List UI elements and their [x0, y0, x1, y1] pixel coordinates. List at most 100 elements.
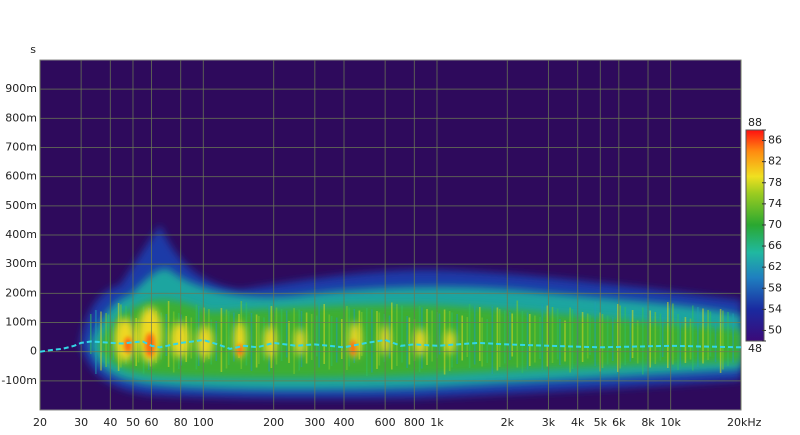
texture-stripe [692, 305, 694, 371]
texture-stripe [473, 305, 476, 365]
texture-stripe [661, 315, 664, 357]
texture-stripe [654, 312, 657, 364]
texture-stripe [589, 315, 591, 355]
texture-stripe [330, 316, 333, 366]
texture-stripe [631, 310, 634, 358]
texture-stripe [516, 300, 519, 368]
texture-stripe [649, 310, 651, 368]
texture-stripe [233, 312, 235, 362]
colorbar-label: 74 [768, 197, 782, 210]
x-tick-label: 60 [144, 416, 158, 429]
y-tick-label: 400m [5, 228, 37, 241]
texture-stripe [408, 317, 411, 365]
texture-stripe [727, 312, 729, 366]
texture-stripe [479, 307, 481, 361]
texture-stripe [112, 316, 115, 360]
texture-stripe [90, 314, 92, 354]
texture-stripe [556, 308, 559, 360]
texture-stripe [714, 322, 717, 362]
colorbar-label: 66 [768, 239, 782, 252]
texture-stripe [581, 312, 584, 362]
x-tick-label: 20kHz [727, 416, 762, 429]
texture-stripe [167, 301, 170, 367]
y-tick-label: 200m [5, 286, 37, 299]
texture-stripe [468, 304, 471, 368]
texture-stripe [667, 302, 669, 368]
texture-stripe [551, 307, 554, 363]
y-tick-label: 500m [5, 199, 37, 212]
x-tick-label: 80 [174, 416, 188, 429]
texture-stripe [709, 311, 712, 357]
texture-stripe [255, 314, 258, 368]
texture-stripe [559, 319, 561, 365]
texture-stripe [366, 308, 368, 376]
texture-stripe [498, 309, 501, 367]
texture-stripe [220, 308, 223, 372]
texture-stripe [677, 314, 679, 370]
colorbar-label: 88 [748, 116, 762, 129]
texture-stripe [328, 314, 331, 370]
texture-stripe [426, 309, 428, 365]
y-tick-label: -100m [1, 374, 37, 387]
spectrogram-image [80, 225, 741, 399]
texture-stripe [539, 317, 541, 359]
texture-stripe [323, 304, 325, 364]
texture-stripe [719, 309, 722, 373]
texture-stripe [702, 308, 704, 364]
texture-stripe [546, 305, 549, 367]
x-tick-label: 6k [612, 416, 626, 429]
texture-stripe [396, 304, 398, 366]
colorbar-label: 62 [768, 260, 782, 273]
texture-stripe [285, 310, 288, 358]
x-tick-label: 2k [501, 416, 515, 429]
x-tick-label: 300 [304, 416, 325, 429]
texture-stripe [263, 317, 265, 361]
texture-stripe [431, 310, 433, 362]
texture-stripe [732, 313, 734, 363]
colorbar-label: 48 [748, 342, 762, 355]
x-tick-label: 1k [430, 416, 444, 429]
texture-stripe [335, 317, 338, 363]
y-tick-label: 0 [30, 345, 37, 358]
x-tick-label: 10k [660, 416, 681, 429]
texture-stripe [318, 302, 320, 368]
texture-stripe [406, 316, 408, 368]
x-tick-label: 40 [103, 416, 117, 429]
texture-stripe [619, 305, 621, 369]
texture-stripe [672, 303, 674, 365]
texture-stripe [195, 304, 198, 370]
x-tick-label: 400 [334, 416, 355, 429]
texture-stripe [288, 321, 290, 363]
texture-stripe [438, 313, 441, 355]
texture-stripe [376, 311, 378, 369]
x-tick-label: 30 [74, 416, 88, 429]
texture-stripe [100, 311, 102, 371]
x-tick-label: 8k [641, 416, 655, 429]
texture-stripe [360, 312, 363, 356]
texture-stripe [258, 316, 260, 364]
texture-stripe [611, 317, 614, 361]
texture-stripe [659, 313, 662, 361]
texture-stripe [629, 308, 632, 362]
x-tick-label: 50 [126, 416, 140, 429]
texture-stripe [391, 302, 393, 370]
texture-stripe [511, 313, 513, 357]
texture-stripe [689, 318, 692, 360]
texture-stripe [280, 309, 283, 361]
x-tick-label: 200 [263, 416, 284, 429]
texture-stripe [504, 310, 506, 364]
texture-stripe [569, 307, 571, 373]
texture-stripe [341, 319, 343, 359]
texture-stripe [697, 307, 699, 367]
texture-stripe [215, 321, 218, 361]
texture-stripe [594, 302, 596, 366]
colorbar-label: 82 [768, 155, 782, 168]
texture-stripe [617, 304, 619, 372]
y-tick-label: 600m [5, 170, 37, 183]
texture-stripe [529, 314, 531, 366]
texture-stripe [310, 314, 313, 360]
texture-stripe [509, 312, 511, 360]
texture-stripe [456, 314, 458, 364]
texture-stripe [601, 314, 604, 368]
